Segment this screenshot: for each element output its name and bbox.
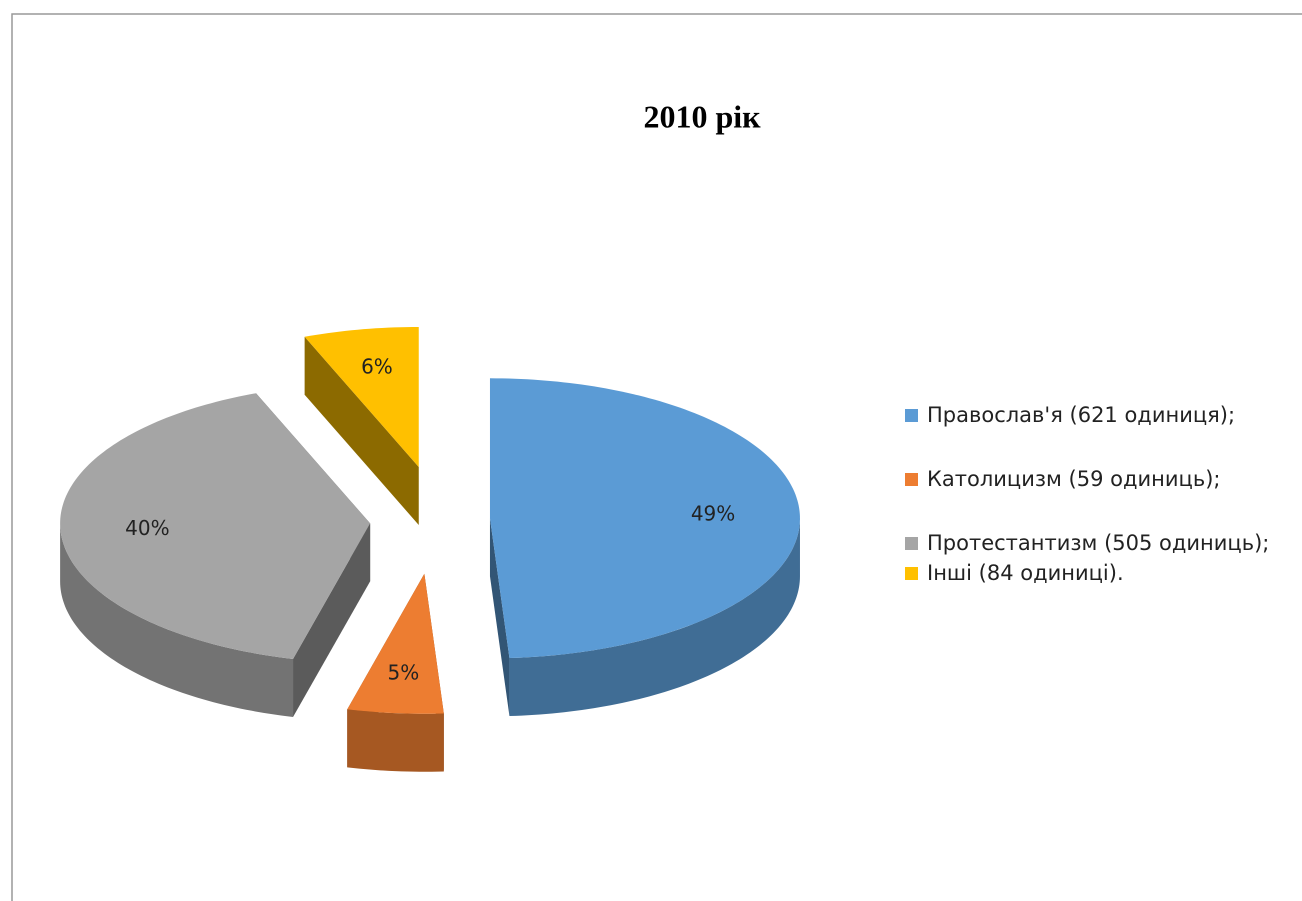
data-label: 5% [387,661,419,685]
legend-item: Православ'я (621 одиниця); [905,400,1275,430]
legend-label: Католицизм (59 одиниць); [927,467,1221,491]
legend-label: Інші (84 одиниці). [927,561,1124,585]
legend-swatch [905,537,918,550]
slice [489,378,800,659]
legend-swatch [905,409,918,422]
legend-item: Католицизм (59 одиниць); [905,464,1275,494]
legend-label: Протестантизм (505 одиниць); [927,531,1270,555]
legend-item: Інші (84 одиниці). [905,558,1275,588]
slice-side [509,518,800,717]
slice-side [347,709,444,772]
legend-swatch [905,473,918,486]
slice-side [293,523,371,717]
slice-side [304,336,419,525]
slice-side [489,518,510,717]
chart-title: 2010 рік [643,98,761,134]
legend-item: Протестантизм (505 одиниць); [905,528,1275,558]
slice-side [60,523,294,717]
data-label: 40% [125,516,169,540]
legend-label: Православ'я (621 одиниця); [927,403,1236,427]
data-label: 6% [361,354,393,378]
slice [60,393,371,659]
slice [304,326,419,467]
legend-swatch [905,567,918,580]
legend: Православ'я (621 одиниця); Католицизм (59… [905,400,1275,622]
frame [11,13,1302,901]
data-label: 49% [691,502,735,526]
slice [347,573,444,714]
